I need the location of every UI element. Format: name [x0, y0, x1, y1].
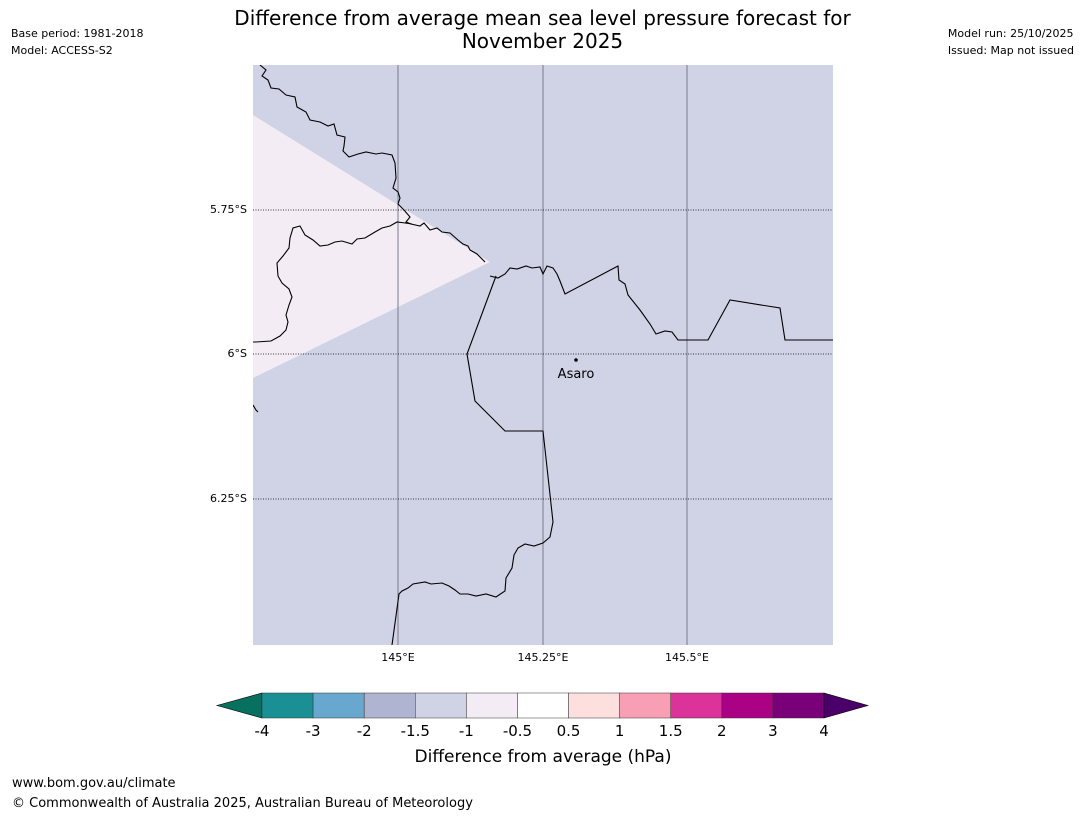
colorbar-segment [312, 692, 365, 719]
province-boundary-west [259, 65, 486, 263]
colorbar-tick-label: 1.5 [659, 722, 683, 740]
footer-url: www.bom.gov.au/climate [12, 776, 176, 791]
colorbar-tick-label: -3 [306, 722, 321, 740]
title-line-2: November 2025 [461, 29, 624, 53]
colorbar-segment [415, 692, 467, 719]
colorbar-tick-label: -1 [459, 722, 474, 740]
map-title: Difference from average mean sea level p… [0, 7, 1085, 53]
colorbar-segment [772, 692, 825, 719]
colorbar-segment [721, 692, 774, 719]
colorbar-tick-label: 0.5 [557, 722, 581, 740]
lat-label-6: 6°S [228, 347, 247, 360]
colorbar-segment [517, 692, 569, 719]
province-boundary-inner [253, 221, 413, 343]
model-run-text: Model run: 25/10/2025 [947, 27, 1074, 40]
colorbar-segment [670, 692, 723, 719]
colorbar-label: Difference from average (hPa) [415, 747, 672, 767]
lon-label-145-5: 145.5°E [665, 651, 709, 664]
lat-label-6-25: 6.25°S [210, 492, 247, 505]
header-right: Model run: 25/10/2025 Issued: Map not is… [948, 25, 1074, 59]
colorbar-tick-label: 1 [615, 722, 625, 740]
colorbar-tick-label: -1.5 [401, 722, 430, 740]
colorbar-segment [363, 692, 416, 719]
base-period-text: Base period: 1981-2018 [11, 27, 144, 40]
colorbar-tick-label: 3 [768, 722, 778, 740]
title-line-1: Difference from average mean sea level p… [234, 6, 851, 30]
anomaly-region [253, 115, 490, 378]
model-text: Model: ACCESS-S2 [11, 44, 113, 57]
colorbar-over-triangle [823, 692, 870, 719]
issued-text: Issued: Map not issued [947, 44, 1074, 57]
lat-label-5-75: 5.75°S [210, 203, 247, 216]
coastline-fragment [253, 404, 259, 413]
place-label: Asaro [558, 367, 595, 382]
lon-label-145: 145°E [381, 651, 414, 664]
colorbar-tick-label: 2 [717, 722, 727, 740]
province-boundary-south [391, 275, 554, 645]
map-panel: Asaro 5.75°S 6°S 6.25°S 145°E 145.25°E 1… [210, 65, 833, 664]
colorbar-under-triangle [215, 692, 263, 719]
colorbar-tick-label: -0.5 [503, 722, 532, 740]
place-marker-dot [574, 358, 578, 362]
colorbar-segment [619, 692, 671, 719]
colorbar-tick-label: -4 [255, 722, 270, 740]
footer: www.bom.gov.au/climate © Commonwealth of… [12, 774, 473, 814]
colorbar: -4 -3 -2 -1.5 -1 -0.5 0.5 1 1.5 2 3 4 Difference fr… [215, 692, 870, 767]
province-boundary-east [489, 265, 833, 341]
colorbar-segment [261, 692, 314, 719]
footer-copyright: © Commonwealth of Australia 2025, Austra… [12, 796, 473, 811]
header-left: Base period: 1981-2018 Model: ACCESS-S2 [11, 25, 143, 59]
colorbar-segment [568, 692, 620, 719]
colorbar-tick-label: 4 [819, 722, 829, 740]
colorbar-tick-label: -2 [357, 722, 372, 740]
colorbar-segment [466, 692, 518, 719]
lon-label-145-25: 145.25°E [518, 651, 569, 664]
